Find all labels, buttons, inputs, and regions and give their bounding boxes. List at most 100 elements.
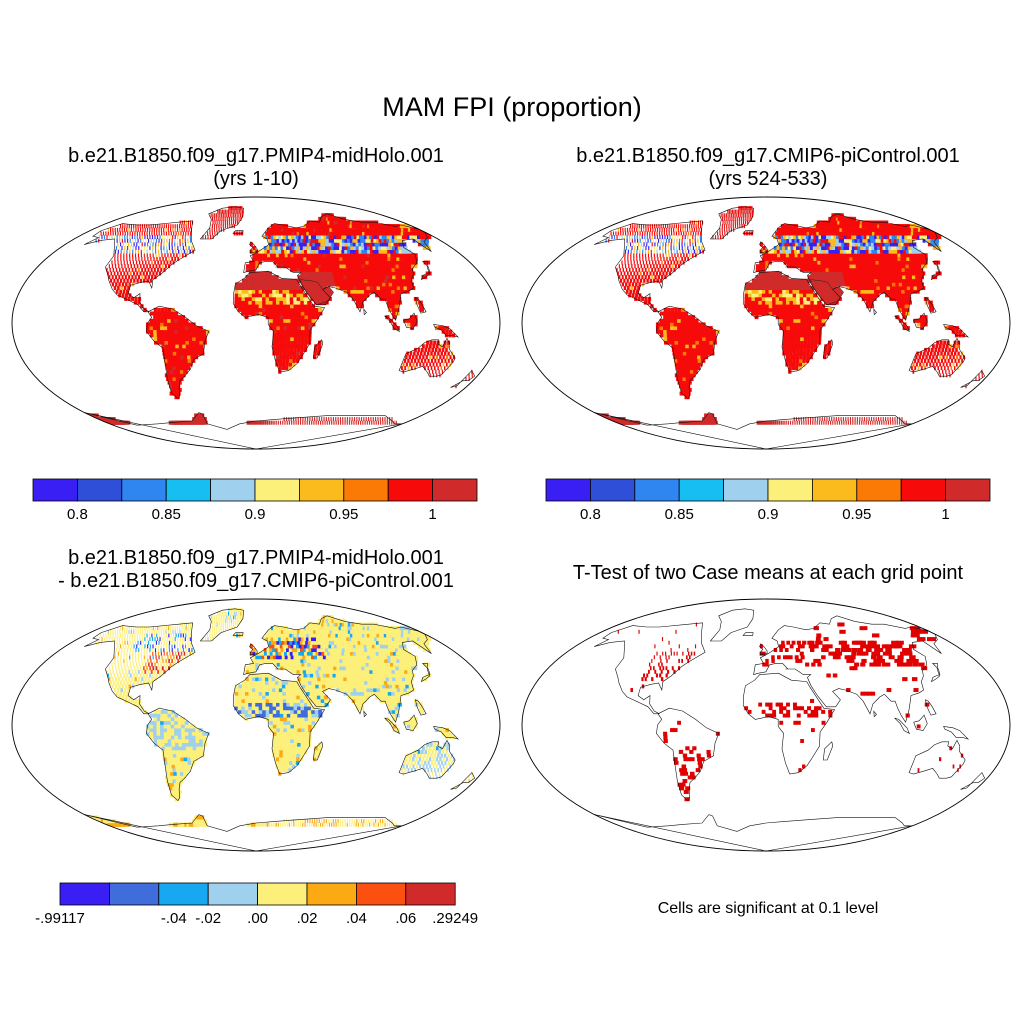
colorbar-tick-label: 0.95	[842, 506, 871, 523]
coastline-britain	[759, 241, 768, 254]
colorbar-swatch	[158, 882, 209, 906]
coastline-philippines	[924, 699, 937, 716]
panel-midholo-title: b.e21.B1850.f09_g17.PMIP4-midHolo.001 (y…	[0, 145, 512, 191]
colorbar-swatch	[945, 478, 991, 502]
colorbar-tick-label: 0.9	[245, 506, 266, 523]
coastline-new-zealand	[450, 370, 476, 388]
coastline-antarctica	[594, 412, 913, 449]
map-border	[521, 598, 1011, 852]
colorbar-tick-label: -.99117	[35, 910, 85, 927]
coastline-north-america	[593, 220, 706, 313]
colorbar-midholo: 0.8 0.85 0.9 0.95 1	[32, 478, 478, 523]
panel-difference-title-line2: - b.e21.B1850.f09_g17.CMIP6-piControl.00…	[58, 570, 454, 592]
coastline-australia	[908, 337, 966, 377]
land-cells	[596, 205, 983, 425]
coastline-antarctica	[594, 814, 913, 851]
coastline-north-america	[593, 622, 706, 715]
coastline-new-guinea	[943, 726, 970, 740]
coastline-africa	[232, 672, 326, 775]
coastline-madagascar	[312, 339, 324, 359]
coastline-sri-lanka	[363, 308, 367, 316]
map-border	[11, 196, 501, 450]
colorbar-picontrol: 0.8 0.85 0.9 0.95 1	[545, 478, 991, 523]
colorbar-swatch	[545, 478, 591, 502]
coastline-britain	[759, 643, 768, 656]
coastline-indonesia-borneo	[403, 312, 418, 329]
colorbar-tick-label: .02	[297, 910, 318, 927]
colorbar-swatch	[257, 882, 308, 906]
coastline-north-america	[83, 622, 196, 715]
colorbar-swatch	[298, 478, 345, 502]
coastlines	[593, 206, 986, 449]
colorbar-difference: -.99117 -.04 -.02 .00 .02 .04 .06 .29249	[35, 882, 478, 927]
coastlines	[83, 608, 476, 851]
coastline-madagascar	[822, 339, 834, 359]
colorbar-swatch	[207, 882, 258, 906]
coastline-new-zealand	[960, 772, 986, 790]
coastline-south-america	[656, 305, 720, 400]
coastline-greenland	[709, 608, 755, 642]
coastline-new-guinea	[943, 324, 970, 338]
colorbar-swatch	[811, 478, 858, 502]
land-cells	[86, 607, 473, 827]
coastline-japan	[930, 261, 941, 281]
coastline-eurasia	[243, 615, 432, 723]
coastline-eurasia	[753, 213, 942, 321]
coastline-iceland	[232, 230, 244, 234]
coastline-new-zealand	[960, 370, 986, 388]
colorbar-swatch	[355, 882, 407, 906]
coastline-madagascar	[822, 741, 834, 761]
coastline-sri-lanka	[873, 308, 877, 316]
coastline-greenland	[199, 206, 245, 240]
colorbar-swatch	[121, 478, 167, 502]
colorbar-swatch	[165, 478, 211, 502]
coastline-japan	[420, 261, 431, 281]
figure-title: MAM FPI (proportion)	[382, 92, 642, 122]
coastline-australia	[398, 739, 456, 779]
coastline-sri-lanka	[873, 710, 877, 718]
colorbar-tick-label: 0.8	[67, 506, 88, 523]
colorbar-swatch	[306, 882, 357, 906]
coastline-philippines	[924, 297, 937, 314]
map-midholo	[11, 196, 501, 450]
coastline-new-guinea	[433, 726, 460, 740]
colorbar-swatch	[590, 478, 636, 502]
coastline-britain	[249, 643, 258, 656]
colorbar-tick-label: 0.95	[329, 506, 358, 523]
colorbar-swatch	[254, 478, 300, 502]
map-ttest	[521, 598, 1011, 852]
coastline-philippines	[414, 699, 427, 716]
coastlines	[593, 608, 986, 851]
coastline-britain	[249, 241, 258, 254]
colorbar-tick-label: .29249	[432, 910, 478, 927]
colorbar-tick-label: 0.85	[665, 506, 694, 523]
coastline-philippines	[414, 297, 427, 314]
coastline-greenland	[199, 608, 245, 642]
coastlines	[83, 206, 476, 449]
coastline-africa	[742, 270, 836, 373]
colorbar-swatch	[856, 478, 902, 502]
coastline-greenland	[709, 206, 755, 240]
map-border	[11, 598, 501, 852]
colorbar-tick-label: 0.9	[758, 506, 779, 523]
colorbar-tick-label: .06	[395, 910, 416, 927]
panel-picontrol-title: b.e21.B1850.f09_g17.CMIP6-piControl.001 …	[512, 145, 1024, 191]
coastline-indonesia-sumatra	[894, 315, 911, 333]
colorbar-tick-label: 1	[428, 506, 436, 523]
colorbar-swatch	[59, 882, 110, 906]
land-cells	[86, 205, 473, 425]
colorbar-tick-label: -.02	[195, 910, 221, 927]
coastline-iceland	[742, 632, 754, 636]
significance-note: Cells are significant at 0.1 level	[657, 900, 879, 917]
map-picontrol	[521, 196, 1011, 450]
coastline-madagascar	[312, 741, 324, 761]
colorbar-swatch	[900, 478, 947, 502]
colorbar-tick-label: 0.8	[580, 506, 601, 523]
map-border	[521, 196, 1011, 450]
colorbar-swatch	[634, 478, 680, 502]
coastline-sri-lanka	[363, 710, 367, 718]
coastline-iceland	[742, 230, 754, 234]
coastline-australia	[908, 739, 966, 779]
colorbar-tick-label: .00	[247, 910, 268, 927]
panel-midholo-title-line1: b.e21.B1850.f09_g17.PMIP4-midHolo.001	[68, 145, 444, 167]
